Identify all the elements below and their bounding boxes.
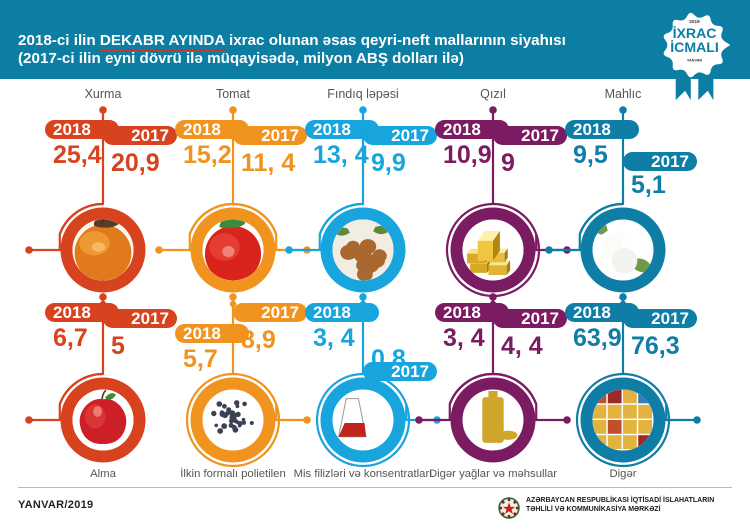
svg-text:2019: 2019 xyxy=(689,19,700,24)
svg-text:YANVAR: YANVAR xyxy=(687,59,703,63)
svg-text:İCMALI: İCMALI xyxy=(670,39,719,55)
